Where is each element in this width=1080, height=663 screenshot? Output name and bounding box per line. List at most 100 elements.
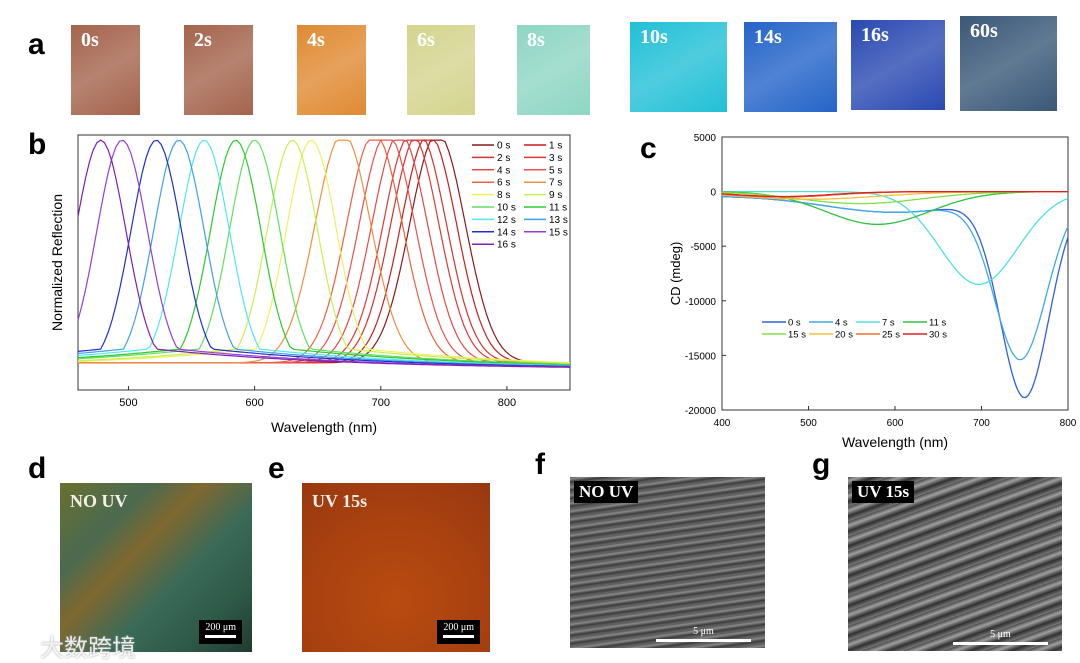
tile-label: 10s (640, 26, 668, 48)
series-line (721, 190, 1068, 198)
photo-tile: 0s (71, 25, 140, 115)
photo-tile: 16s (851, 20, 945, 110)
y-tick-label: 5000 (694, 133, 717, 144)
x-tick-label: 600 (887, 418, 904, 429)
legend-label: 11 s (549, 203, 567, 214)
x-tick-label: 600 (245, 397, 263, 409)
legend-label: 2 s (497, 153, 510, 164)
legend-label: 20 s (835, 330, 853, 341)
x-axis-label: Wavelength (nm) (271, 419, 377, 435)
series-line (77, 139, 571, 366)
y-tick-label: -5000 (690, 242, 716, 253)
legend-label: 1 s (549, 141, 562, 152)
legend-label: 15 s (549, 227, 568, 238)
legend-label: 3 s (549, 153, 562, 164)
micrograph-label: NO UV (70, 491, 128, 511)
y-axis-label: CD (mdeg) (668, 242, 683, 306)
series-line (722, 196, 1069, 361)
legend-label: 25 s (882, 330, 900, 341)
tile-label: 14s (754, 26, 782, 48)
y-tick-label: -15000 (685, 351, 717, 362)
plot-frame (77, 134, 571, 391)
series-line (722, 196, 1069, 399)
series-line (722, 190, 1069, 286)
scale-label: 200 μm (443, 622, 474, 633)
scale-bar: 200 μm (437, 620, 480, 644)
legend-label: 5 s (549, 165, 562, 176)
sem-label: UV 15s (852, 481, 915, 503)
legend-label: 13 s (549, 215, 568, 226)
legend-label: 7 s (882, 318, 895, 329)
micrograph-label: UV 15s (312, 491, 368, 511)
x-axis-label: Wavelength (nm) (842, 434, 948, 450)
scale-bar: 5 μm (953, 629, 1048, 645)
legend-label: 0 s (788, 318, 801, 329)
sem-no-uv: NO UV 5 μm (570, 477, 765, 648)
panel-label-a: a (28, 28, 45, 61)
series-line (77, 139, 571, 367)
legend-label: 10 s (497, 203, 516, 214)
panel-label-e: e (268, 452, 285, 485)
y-axis-label: Normalized Reflection (49, 194, 65, 331)
plot-frame (721, 136, 1069, 411)
tile-label: 0s (81, 29, 99, 51)
y-tick-label: 0 (710, 188, 716, 199)
legend-label: 6 s (497, 178, 510, 189)
legend-label: 11 s (929, 318, 947, 329)
cd-chart: 400 500 600 700 800 5000 0 -5000 -10000 -15000 -20… (668, 133, 1077, 450)
series-line (77, 139, 571, 364)
panel-label-g: g (812, 448, 831, 481)
photo-tile: 14s (744, 22, 837, 112)
x-tick-label: 500 (800, 418, 817, 429)
micrograph-no-uv: NO UV 200 μm (60, 483, 252, 652)
series-line (77, 139, 571, 368)
tile-label: 4s (307, 29, 325, 51)
scale-label: 5 μm (990, 629, 1011, 640)
photo-tile: 60s (960, 16, 1057, 111)
x-tick-label: 800 (498, 397, 516, 409)
x-tick-label: 400 (714, 418, 731, 429)
tile-label: 8s (527, 29, 545, 51)
reflection-chart: 500 600 700 800 Wavelength (nm) Normalized Re… (49, 134, 571, 435)
scale-bar: 5 μm (656, 626, 751, 642)
series-line (77, 139, 571, 368)
photo-tile: 2s (184, 25, 253, 115)
x-tick-label: 700 (973, 418, 990, 429)
legend-label: 30 s (929, 330, 947, 341)
tile-label: 2s (194, 29, 212, 51)
legend-label: 9 s (549, 190, 562, 201)
legend-label: 16 s (497, 240, 516, 251)
photo-tile: 6s (407, 25, 475, 115)
series-line (77, 139, 571, 364)
watermark: 大数跨境 (40, 635, 136, 662)
legend-label: 12 s (497, 215, 516, 226)
series-line (77, 139, 571, 365)
x-tick-label: 800 (1060, 418, 1077, 429)
tile-label: 60s (970, 20, 998, 42)
panel-label-c: c (640, 132, 657, 165)
legend-label: 8 s (497, 190, 510, 201)
tile-label: 6s (417, 29, 435, 51)
legend-label: 4 s (497, 165, 510, 176)
y-tick-label: -10000 (685, 297, 717, 308)
panel-label-d: d (28, 452, 47, 485)
sem-uv-15s: UV 15s 5 μm (848, 477, 1062, 651)
panel-label-f: f (535, 448, 545, 481)
photo-tile: 8s (517, 25, 590, 115)
sem-label: NO UV (574, 481, 639, 503)
x-tick-label: 700 (372, 397, 390, 409)
scale-label: 200 μm (205, 622, 236, 633)
photo-tile: 4s (297, 25, 366, 115)
legend-label: 14 s (497, 227, 516, 238)
legend-label: 4 s (835, 318, 848, 329)
y-tick-label: -20000 (685, 406, 717, 417)
photo-tile: 10s (630, 22, 727, 112)
tile-label: 16s (861, 24, 889, 46)
legend-label: 15 s (788, 330, 806, 341)
scale-label: 5 μm (693, 626, 714, 637)
scale-bar: 200 μm (199, 620, 242, 644)
micrograph-uv-15s: UV 15s 200 μm (302, 483, 490, 652)
x-tick-label: 500 (119, 397, 137, 409)
panel-label-b: b (28, 128, 47, 161)
legend-label: 7 s (549, 178, 562, 189)
